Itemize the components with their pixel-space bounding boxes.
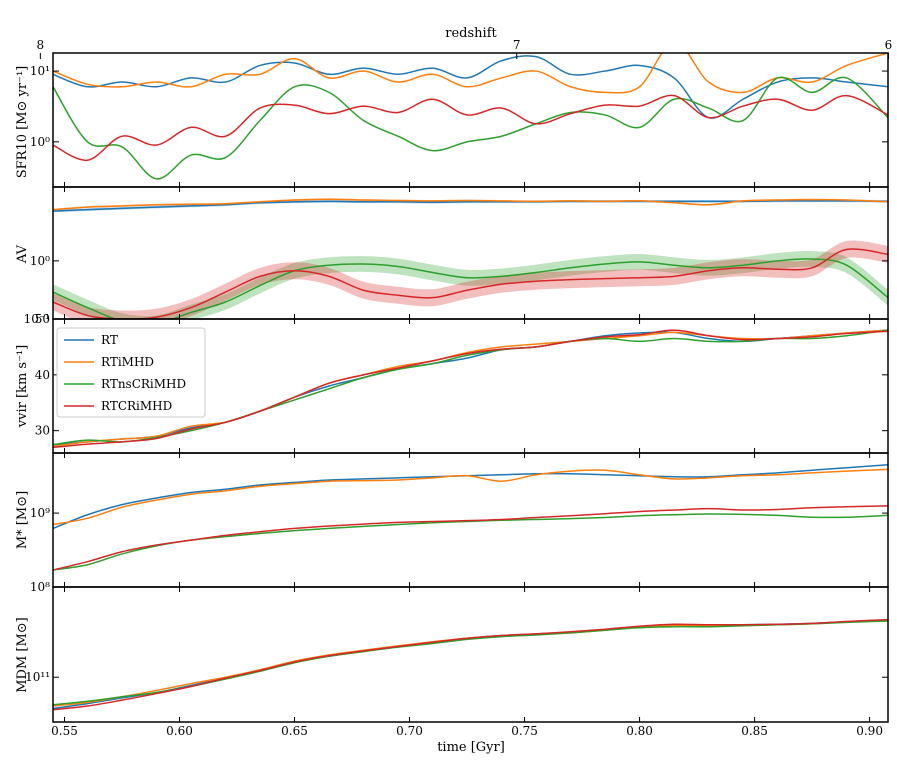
y-tick-label-mstar-0: 10⁸: [30, 580, 50, 594]
line-mstar-rtcrimhd: [53, 505, 888, 571]
x-tick-label-1: 0.60: [166, 724, 193, 738]
y-tick-label-sfr-1: 10¹: [30, 64, 50, 78]
line-mdm-rtnscrimhd: [53, 620, 888, 706]
band-av-rtnscrimhd: [53, 250, 888, 319]
line-av-rtimhd: [53, 198, 888, 211]
y-tick-label-mstar-1: 10⁹: [30, 506, 50, 520]
top-tick-label-0: 8: [37, 38, 45, 52]
y-tick-label-av-0: 10⁻¹: [24, 312, 50, 326]
x-tick-label-7: 0.90: [856, 724, 883, 738]
line-av-rtcrimhd: [53, 248, 888, 319]
ylabel-mstar: M* [M⊙]: [15, 491, 30, 549]
band-av-rtcrimhd: [53, 240, 888, 319]
y-tick-label-mdm-0: 10¹¹: [25, 670, 50, 684]
x-tick-label-2: 0.65: [281, 724, 308, 738]
line-vvir-rtnscrimhd: [53, 329, 888, 446]
ylabel-mdm: MDM [M⊙]: [15, 617, 30, 693]
x-tick-label-3: 0.70: [396, 724, 423, 738]
line-av-rtnscrimhd: [53, 258, 888, 319]
line-sfr-rtnscrimhd: [53, 76, 888, 180]
x-tick-label-0: 0.55: [51, 724, 78, 738]
legend-label-rt: RT: [101, 333, 118, 347]
legend: RT RTiMHD RTnsCRiMHD RTCRiMHD: [56, 327, 206, 418]
y-tick-label-vvir-0: 30: [35, 424, 50, 438]
legend-label-rtnscrimhd: RTnsCRiMHD: [101, 377, 186, 391]
x-tick-label-6: 0.85: [741, 724, 768, 738]
line-av-rt: [53, 200, 888, 212]
line-mdm-rt: [53, 619, 888, 710]
y-tick-label-sfr-0: 10⁰: [30, 135, 50, 149]
top-tick-label-1: 7: [513, 38, 521, 52]
line-vvir-rtcrimhd: [53, 329, 888, 449]
axis-ticks: 10⁰ 10¹ 10⁻¹ 10⁰ 30 40 50 10⁸ 10⁹ 10¹¹ 0.55 0.60 0.6…: [24, 38, 893, 738]
y-tick-label-av-1: 10⁰: [30, 254, 50, 268]
line-mdm-rtimhd: [53, 619, 888, 707]
legend-box: [56, 327, 206, 418]
top-axis-title: redshift: [445, 26, 497, 41]
x-tick-label-4: 0.75: [511, 724, 538, 738]
line-sfr-rt: [53, 55, 888, 119]
panel-frames: [52, 52, 889, 723]
panel-frame-mdm: [52, 586, 889, 723]
ylabel-av: AV: [15, 244, 30, 264]
series-lines: [53, 53, 888, 711]
panel-frame-sfr: [52, 52, 889, 188]
legend-label-rtimhd: RTiMHD: [101, 355, 154, 369]
y-tick-label-vvir-2: 50: [35, 312, 50, 326]
y-tick-label-vvir-1: 40: [35, 368, 50, 382]
line-mdm-rtcrimhd: [53, 618, 888, 711]
ylabel-sfr: SFR10 [M⊙ yr⁻¹]: [15, 66, 30, 179]
line-sfr-rtcrimhd: [53, 94, 888, 161]
top-tick-label-2: 6: [885, 38, 893, 52]
legend-label-rtcrimhd: RTCRiMHD: [101, 399, 172, 413]
x-axis-title: time [Gyr]: [437, 740, 505, 755]
x-tick-label-5: 0.80: [626, 724, 653, 738]
line-vvir-rtimhd: [53, 329, 888, 448]
line-mstar-rtimhd: [53, 468, 888, 526]
ylabel-vvir: vvir [km s⁻¹]: [15, 345, 30, 428]
line-sfr-rtimhd: [53, 53, 888, 94]
